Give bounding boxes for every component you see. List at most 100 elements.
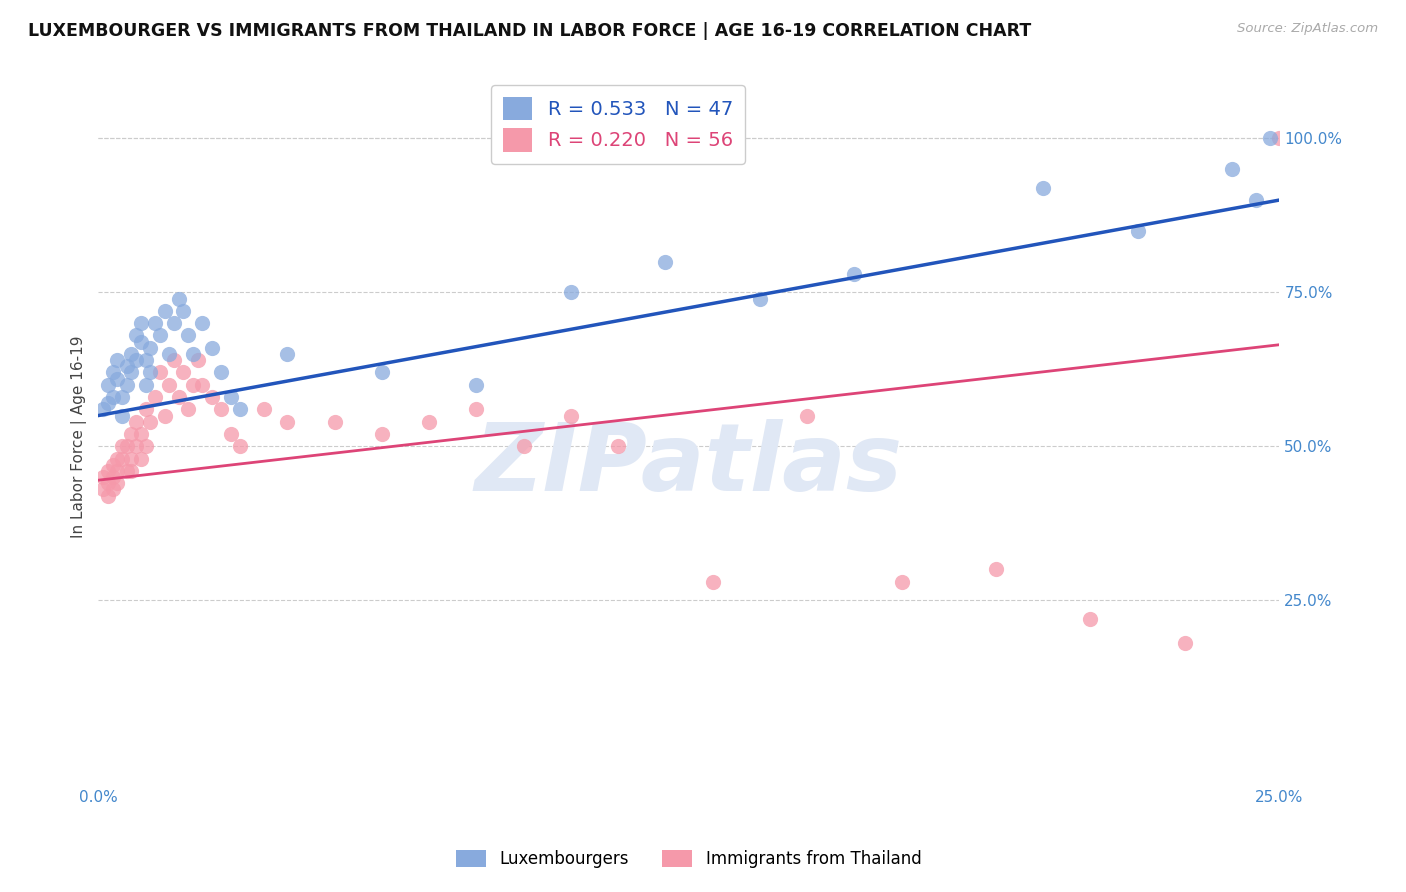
Point: [121, 451, 143, 466]
Point: [560, 409, 582, 423]
Point: [209, 366, 232, 380]
Point: [191, 316, 214, 330]
Legend: Luxembourgers, Immigrants from Thailand: Luxembourgers, Immigrants from Thailand: [450, 843, 928, 875]
Point: [105, 451, 128, 466]
Point: [129, 334, 152, 349]
Point: [139, 366, 162, 380]
Point: [105, 476, 128, 491]
Point: [111, 409, 134, 423]
Point: [181, 347, 204, 361]
Point: [111, 439, 134, 453]
Legend: R = 0.533   N = 47, R = 0.220   N = 56: R = 0.533 N = 47, R = 0.220 N = 56: [492, 85, 745, 163]
Point: [115, 377, 138, 392]
Point: [167, 292, 190, 306]
Point: [101, 470, 124, 484]
Point: [91, 483, 114, 497]
Point: [163, 353, 186, 368]
Text: Source: ZipAtlas.com: Source: ZipAtlas.com: [1237, 22, 1378, 36]
Point: [101, 390, 124, 404]
Point: [219, 427, 242, 442]
Point: [371, 427, 394, 442]
Point: [748, 292, 770, 306]
Point: [101, 458, 124, 472]
Point: [229, 439, 252, 453]
Point: [149, 328, 172, 343]
Point: [105, 353, 128, 368]
Point: [654, 254, 676, 268]
Point: [97, 396, 120, 410]
Point: [201, 390, 224, 404]
Point: [121, 464, 143, 478]
Point: [1220, 162, 1243, 177]
Point: [512, 439, 534, 453]
Point: [125, 439, 148, 453]
Point: [276, 415, 298, 429]
Point: [1174, 636, 1197, 650]
Point: [187, 353, 209, 368]
Point: [97, 464, 120, 478]
Point: [129, 427, 152, 442]
Point: [465, 377, 488, 392]
Point: [702, 574, 724, 589]
Point: [172, 303, 194, 318]
Point: [229, 402, 252, 417]
Point: [163, 316, 186, 330]
Point: [121, 347, 143, 361]
Point: [1080, 612, 1102, 626]
Point: [143, 316, 166, 330]
Point: [177, 402, 200, 417]
Point: [91, 402, 114, 417]
Point: [153, 409, 176, 423]
Point: [97, 489, 120, 503]
Point: [101, 483, 124, 497]
Point: [371, 366, 394, 380]
Point: [560, 285, 582, 300]
Point: [105, 464, 128, 478]
Point: [105, 371, 128, 385]
Point: [1032, 180, 1054, 194]
Point: [984, 562, 1007, 576]
Point: [129, 316, 152, 330]
Point: [177, 328, 200, 343]
Point: [139, 341, 162, 355]
Point: [135, 439, 157, 453]
Point: [97, 476, 120, 491]
Point: [135, 353, 157, 368]
Point: [139, 415, 162, 429]
Point: [125, 415, 148, 429]
Point: [135, 402, 157, 417]
Point: [1258, 131, 1281, 145]
Point: [125, 353, 148, 368]
Point: [1268, 131, 1291, 145]
Point: [167, 390, 190, 404]
Point: [143, 390, 166, 404]
Point: [844, 267, 866, 281]
Point: [191, 377, 214, 392]
Point: [219, 390, 242, 404]
Point: [172, 366, 194, 380]
Point: [253, 402, 276, 417]
Point: [890, 574, 912, 589]
Point: [276, 347, 298, 361]
Point: [91, 470, 114, 484]
Point: [1126, 224, 1149, 238]
Point: [149, 366, 172, 380]
Point: [157, 347, 180, 361]
Point: [181, 377, 204, 392]
Text: ZIPatlas: ZIPatlas: [475, 419, 903, 511]
Point: [201, 341, 224, 355]
Point: [121, 427, 143, 442]
Point: [323, 415, 346, 429]
Point: [135, 377, 157, 392]
Point: [418, 415, 440, 429]
Point: [111, 451, 134, 466]
Point: [1244, 193, 1267, 207]
Point: [153, 303, 176, 318]
Point: [607, 439, 630, 453]
Point: [129, 451, 152, 466]
Point: [125, 328, 148, 343]
Point: [121, 366, 143, 380]
Point: [101, 366, 124, 380]
Point: [209, 402, 232, 417]
Point: [465, 402, 488, 417]
